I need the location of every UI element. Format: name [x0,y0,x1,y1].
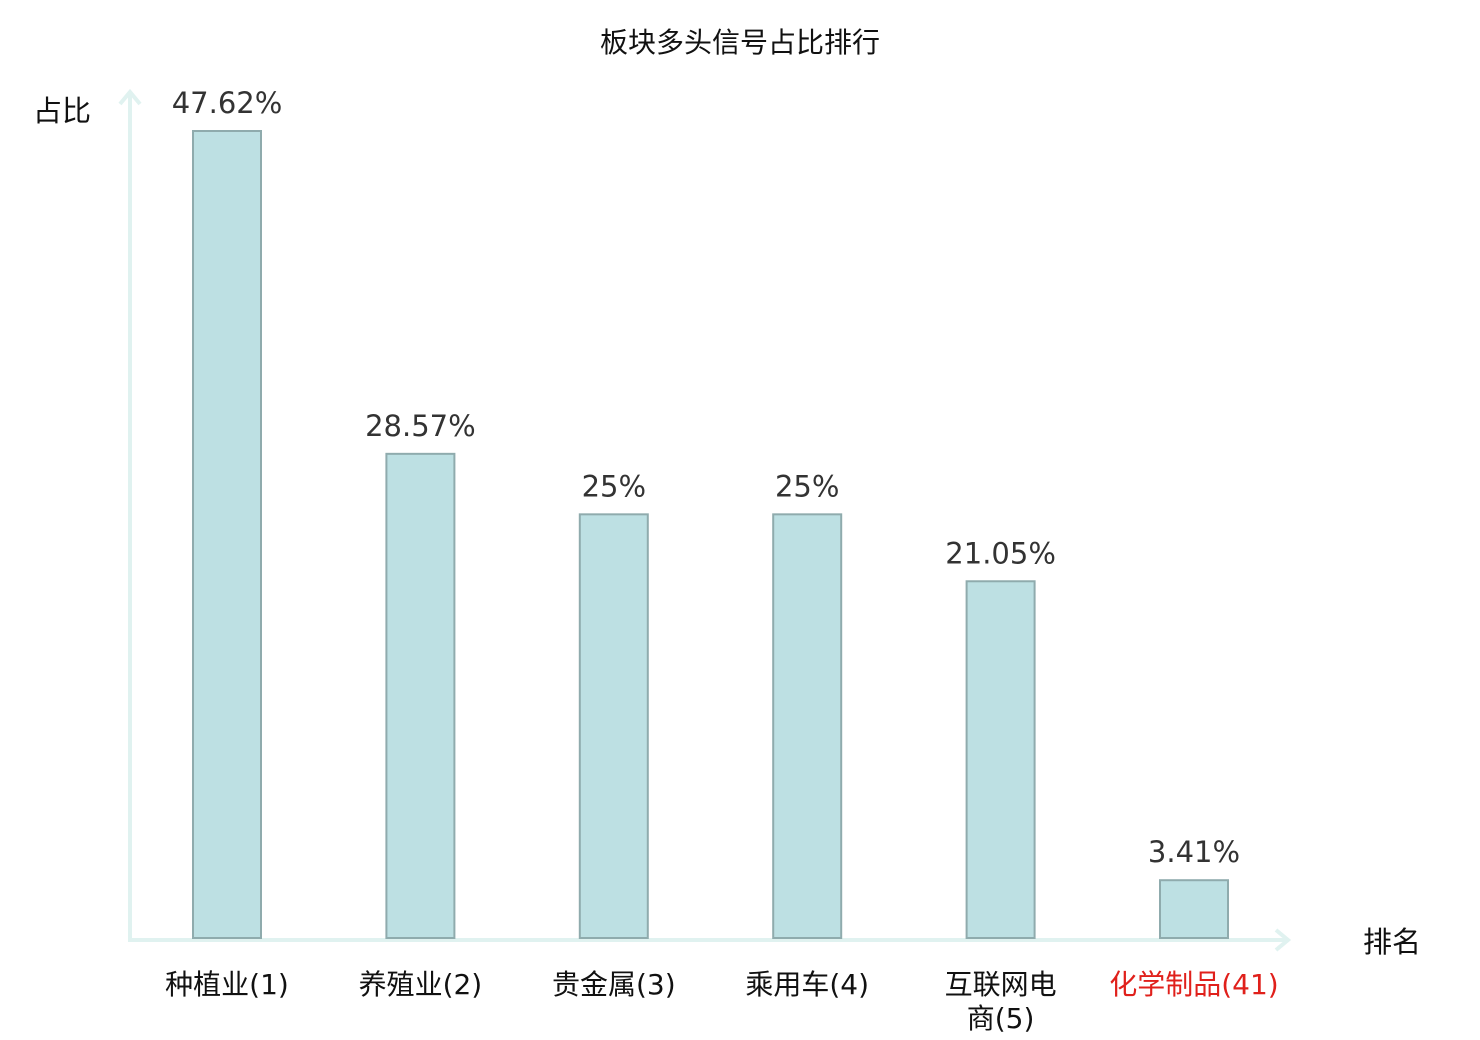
category-label-5-line-2: 商(5) [967,1002,1035,1035]
bars [192,130,1229,940]
value-label-4: 25% [775,469,839,503]
category-label-2: 养殖业(2) [359,968,483,1001]
category-label-6: 化学制品(41) [1109,968,1278,1001]
bar-3 [578,513,649,940]
category-label-1: 种植业(1) [165,968,289,1001]
category-label-5-line-1: 互联网电 [945,968,1057,1001]
y-axis-arrow [118,88,142,106]
bar-2 [385,452,456,939]
value-label-6: 3.41% [1148,835,1240,869]
value-label-1: 47.62% [172,86,283,120]
x-axis-arrow [1274,928,1292,952]
bar-1 [192,130,262,939]
y-axis-label: 占比 [33,94,91,128]
bar-5 [965,580,1036,939]
x-axis-label: 排名 [1363,925,1421,959]
category-label-4: 乘用车(4) [745,968,869,1001]
value-label-5: 21.05% [945,536,1056,570]
bar-6 [1159,879,1229,940]
category-label-3: 贵金属(3) [552,968,676,1001]
bar-4 [772,513,843,940]
value-label-2: 28.57% [365,409,476,443]
value-labels: 47.62% 28.57% 25% 25% 21.05% 3.41% [172,86,1240,869]
value-label-3: 25% [582,469,646,503]
chart-title: 板块多头信号占比排行 [600,26,880,59]
axes [118,88,1292,952]
